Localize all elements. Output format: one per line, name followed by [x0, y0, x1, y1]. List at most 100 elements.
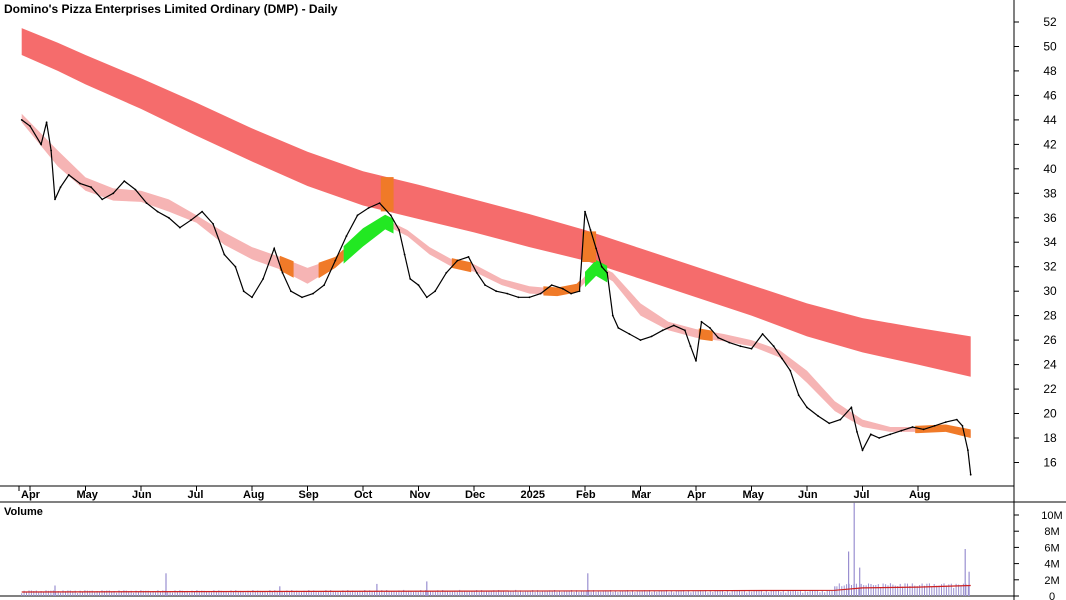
volume-tick-label: 6M — [1044, 542, 1059, 554]
price-point — [695, 360, 697, 362]
price-point — [550, 284, 553, 286]
bullish-highlight-1 — [585, 260, 608, 288]
price-point — [661, 329, 664, 332]
price-point — [539, 292, 542, 295]
price-point — [59, 186, 62, 189]
price-layer — [20, 119, 972, 476]
price-tick-label: 30 — [1043, 284, 1057, 298]
price-point — [54, 198, 56, 201]
price-point — [251, 296, 253, 299]
price-tick-label: 34 — [1043, 235, 1057, 249]
price-point — [378, 202, 381, 205]
price-point — [584, 210, 586, 213]
volume-tick-label: 0 — [1049, 591, 1055, 600]
volume-label: Volume — [4, 506, 43, 518]
price-tick-label: 38 — [1043, 186, 1057, 200]
price-tick-label: 40 — [1043, 162, 1057, 176]
price-point — [797, 394, 800, 397]
price-tick-label: 24 — [1043, 358, 1057, 372]
price-point — [281, 271, 284, 274]
month-tick-label: Aug — [243, 489, 264, 501]
price-point — [334, 259, 337, 262]
price-point — [506, 292, 509, 295]
price-point — [367, 207, 370, 209]
price-point — [425, 296, 428, 299]
price-point — [828, 422, 831, 425]
price-point — [201, 210, 204, 213]
crossover-column-9 — [582, 231, 597, 262]
price-point — [223, 253, 226, 256]
price-point — [123, 180, 126, 183]
short-term-band — [21, 113, 971, 437]
price-point — [179, 226, 181, 229]
price-point — [689, 345, 692, 348]
price-point — [600, 265, 603, 268]
volume-tick-label: 10M — [1041, 510, 1062, 522]
price-point — [50, 149, 52, 152]
price-point — [967, 449, 969, 452]
price-point — [869, 433, 872, 436]
month-tick-label: Jun — [798, 489, 818, 501]
price-point — [900, 429, 903, 432]
crossover-column-8 — [380, 177, 394, 212]
price-point — [273, 247, 276, 250]
price-point — [145, 202, 148, 205]
price-point — [861, 449, 864, 452]
month-tick-label: Jul — [188, 489, 204, 501]
price-point — [389, 214, 392, 217]
month-tick-label: Aug — [909, 489, 930, 501]
price-point — [739, 345, 742, 348]
month-tick-label: Oct — [354, 489, 373, 501]
price-point — [850, 406, 853, 409]
month-tick-label: Feb — [576, 489, 596, 501]
price-point — [617, 327, 620, 329]
price-point — [112, 192, 115, 195]
month-tick-label: Apr — [687, 489, 707, 501]
price-point — [839, 418, 842, 421]
price-point — [528, 296, 531, 299]
month-tick-label: Sep — [299, 489, 319, 501]
price-point — [700, 320, 703, 323]
month-tick-label: Nov — [410, 489, 432, 501]
price-point — [595, 247, 597, 250]
price-tick-label: 22 — [1043, 382, 1057, 396]
price-point — [475, 271, 478, 274]
price-point — [684, 329, 686, 332]
month-tick-label: Dec — [465, 489, 485, 501]
price-tick-label: 42 — [1043, 137, 1057, 151]
price-point — [856, 431, 858, 433]
price-point — [639, 339, 642, 341]
price-tick-label: 32 — [1043, 260, 1057, 274]
month-tick-label: Jun — [132, 489, 152, 501]
long-term-band — [21, 28, 971, 377]
price-point — [20, 119, 23, 121]
price-point — [889, 433, 892, 436]
price-point — [290, 290, 292, 293]
price-point — [262, 278, 264, 280]
price-point — [650, 335, 653, 338]
month-tick-label: May — [743, 489, 765, 501]
price-point — [606, 271, 609, 274]
bullish-highlight-0 — [343, 214, 394, 264]
price-point — [878, 437, 881, 439]
price-point — [101, 198, 104, 201]
price-tick-label: 28 — [1043, 309, 1057, 323]
price-point — [134, 188, 137, 191]
price-point — [806, 406, 808, 409]
price-point — [345, 235, 348, 238]
neutral-highlight-2 — [279, 255, 294, 278]
month-tick-label: 2025 — [521, 489, 545, 501]
volume-panel — [21, 502, 971, 596]
price-point — [761, 333, 764, 335]
price-point — [578, 290, 581, 293]
price-tick-label: 50 — [1043, 40, 1057, 54]
price-point — [242, 290, 245, 293]
price-point — [911, 426, 914, 428]
volume-axis: 0 2M 4M 6M 8M 10M — [1014, 510, 1063, 600]
highlight-layer — [279, 177, 971, 438]
price-tick-label: 52 — [1043, 15, 1057, 29]
price-tick-label: 46 — [1043, 88, 1057, 102]
price-point — [356, 214, 359, 217]
price-point — [944, 421, 947, 423]
month-tick-label: Jul — [854, 489, 870, 501]
